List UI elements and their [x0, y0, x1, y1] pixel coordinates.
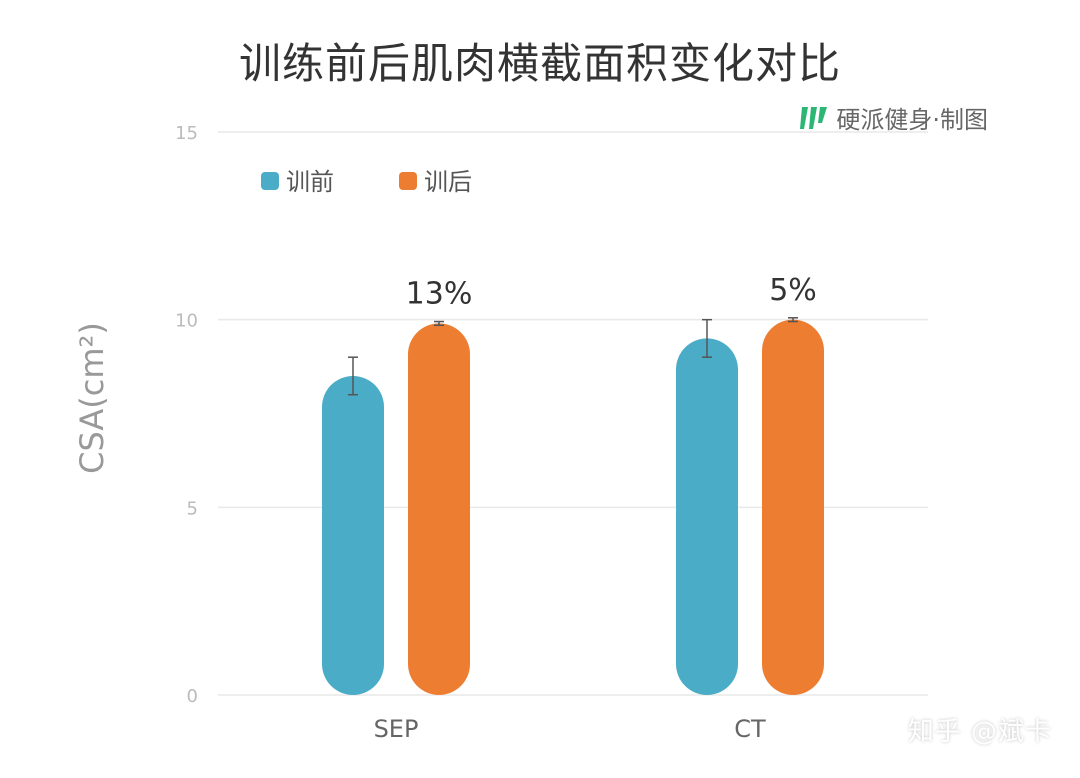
y-axis-label: CSA(cm²): [73, 322, 111, 474]
percent-change-label: 5%: [769, 273, 817, 308]
bar-sep-post: [408, 323, 470, 695]
y-tick-label: 15: [175, 123, 198, 144]
y-tick-label: 5: [187, 498, 198, 519]
legend-swatch: [399, 172, 417, 190]
x-tick-label: CT: [734, 715, 766, 743]
legend-swatch: [261, 172, 279, 190]
bar-ct-pre: [676, 338, 738, 695]
percent-change-label: 13%: [406, 277, 473, 312]
brand-text: 硬派健身·制图: [836, 106, 988, 134]
y-tick-label: 0: [187, 686, 198, 707]
bar-ct-post: [762, 319, 824, 695]
legend-label: 训后: [424, 168, 472, 196]
legend-label: 训前: [286, 168, 334, 196]
x-tick-label: SEP: [374, 715, 419, 743]
brand-label: 硬派健身·制图: [800, 100, 988, 135]
brand-logo-icon: [800, 106, 828, 129]
watermark: 知乎 @斌卡: [907, 717, 1052, 747]
chart-title: 训练前后肌肉横截面积变化对比: [238, 39, 841, 88]
bar-sep-pre: [322, 375, 384, 695]
y-tick-label: 10: [175, 311, 198, 332]
